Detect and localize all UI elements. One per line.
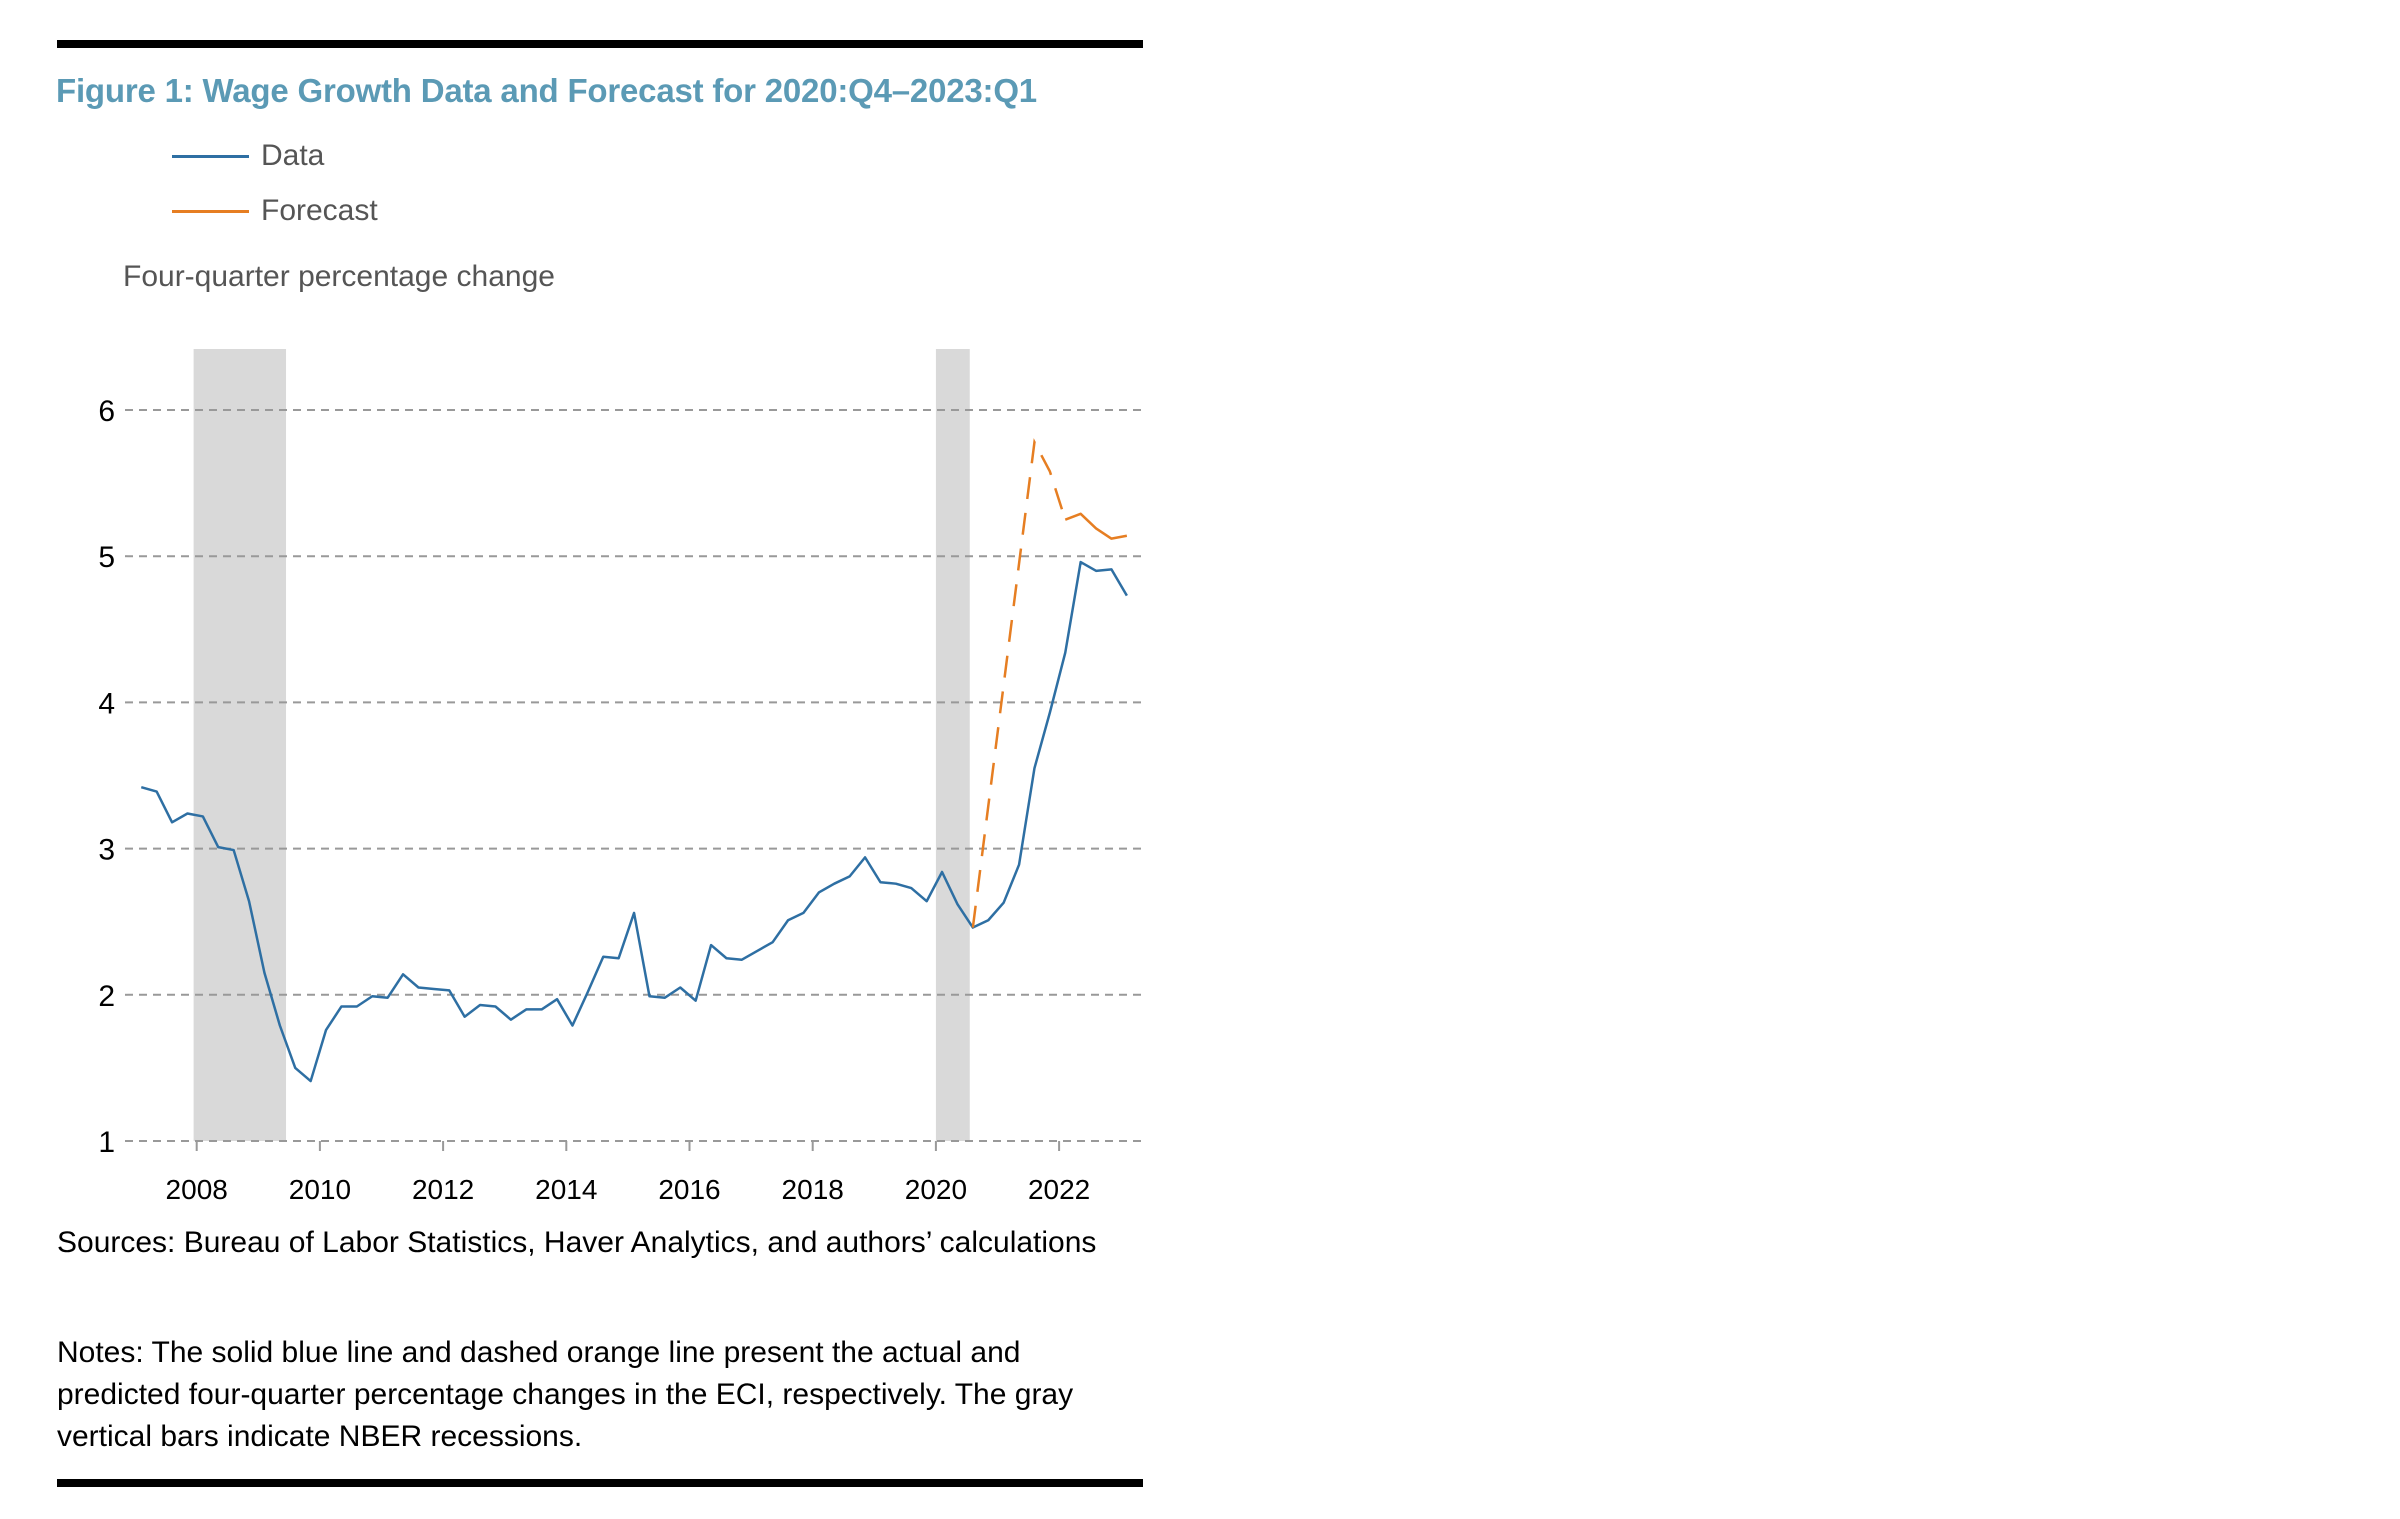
recession-bars [193, 349, 970, 1141]
sources-note: Sources: Bureau of Labor Statistics, Hav… [57, 1226, 1097, 1259]
legend-item-forecast: Forecast [172, 194, 378, 228]
x-tick-label: 2014 [535, 1174, 597, 1205]
legend-label-forecast: Forecast [261, 194, 378, 227]
y-tick-label: 2 [98, 980, 115, 1013]
x-tick-label: 2012 [412, 1174, 474, 1205]
legend-swatch-data [172, 154, 249, 158]
top-rule [57, 40, 1143, 48]
legend-item-data: Data [172, 139, 324, 173]
legend-label-data: Data [261, 139, 325, 172]
legend-swatch-forecast [172, 209, 249, 213]
y-tick-label: 6 [98, 395, 115, 428]
y-axis-title: Four-quarter percentage change [123, 260, 555, 293]
y-tick-labels: 1 2 3 4 5 6 [98, 395, 115, 1159]
y-tick-label: 3 [98, 834, 115, 867]
x-tick-label: 2010 [289, 1174, 351, 1205]
figure-title: Figure 1: Wage Growth Data and Forecast … [56, 72, 1037, 109]
notes-text: Notes: The solid blue line and dashed or… [57, 1336, 1074, 1453]
recession-bar [935, 349, 970, 1141]
data-series-line [140, 560, 1128, 1083]
recession-bar [193, 349, 287, 1141]
x-tick-label: 2018 [782, 1174, 844, 1205]
x-tick-label: 2020 [905, 1174, 967, 1205]
series-lines [140, 438, 1128, 1083]
x-tick-label: 2022 [1028, 1174, 1090, 1205]
y-tick-label: 5 [98, 541, 115, 574]
gridlines [125, 409, 1143, 1142]
x-axis-ticks: 2008 2010 2012 2014 2016 2018 2020 2022 [166, 1141, 1090, 1205]
forecast-series-line-dashed [971, 438, 1067, 928]
forecast-series-line-solid [1064, 512, 1128, 540]
y-tick-label: 1 [98, 1126, 115, 1159]
x-tick-label: 2016 [658, 1174, 720, 1205]
x-tick-label: 2008 [166, 1174, 228, 1205]
y-tick-label: 4 [98, 687, 115, 720]
bottom-rule [57, 1479, 1143, 1487]
